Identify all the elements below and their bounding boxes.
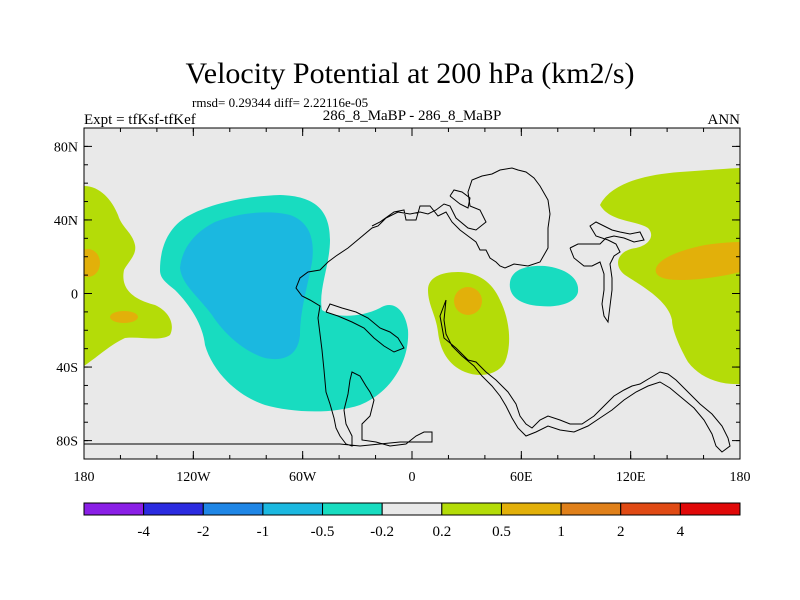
y-tick-label: 80S [56, 435, 78, 450]
colorbar-swatch [679, 502, 741, 516]
colorbar-swatch [560, 502, 622, 516]
x-tick-label: 60E [510, 470, 533, 485]
colorbar-label: -0.2 [370, 524, 394, 540]
stats-label: rmsd= 0.29344 diff= 2.22116e-05 [192, 95, 368, 110]
x-tick-label: 180 [730, 470, 751, 485]
x-axis: 180 120W 60W 0 60E 120E 180 [74, 128, 751, 485]
coast-africa [439, 299, 731, 453]
y-tick-label: 40N [54, 214, 78, 229]
chart-title: Velocity Potential at 200 hPa (km2/s) [185, 57, 634, 90]
contour-pos-dateline-core-b [110, 311, 138, 323]
x-tick-label: 120W [176, 470, 211, 485]
colorbar-swatch [202, 502, 264, 516]
colorbar-label: 2 [617, 524, 625, 540]
colorbar-swatch [262, 502, 324, 516]
x-tick-label: 60W [289, 470, 317, 485]
contour-pos-dateline-core-a [84, 249, 100, 277]
colorbar-label: 0.2 [432, 524, 451, 540]
contour-pos-africa [428, 272, 510, 375]
colorbar-label: -1 [257, 524, 270, 540]
colorbar-label: 4 [677, 524, 685, 540]
coast-greenland [449, 189, 471, 209]
colorbar-swatch [322, 502, 383, 516]
contour-pos-westpac-core [655, 242, 740, 280]
x-tick-label: 180 [74, 470, 95, 485]
contour-neg-core [180, 212, 313, 360]
x-tick-label: 120E [616, 470, 646, 485]
y-tick-label: 40S [56, 361, 78, 376]
colorbar-label: -2 [197, 524, 210, 540]
case-label: 286_8_MaBP - 286_8_MaBP [323, 108, 502, 124]
colorbar-swatch [620, 502, 681, 516]
coast-europe-asia [569, 221, 645, 324]
coast-americas [84, 167, 551, 447]
colorbar-swatch [381, 502, 443, 516]
colorbar-swatch [441, 502, 502, 516]
season-label: ANN [708, 112, 741, 128]
colorbar-swatch [500, 502, 562, 516]
x-tick-label: 0 [409, 470, 416, 485]
colorbar-swatch [83, 502, 145, 516]
colorbar-label: -0.5 [311, 524, 335, 540]
colorbar-label: 1 [557, 524, 565, 540]
coast-south-america [325, 303, 405, 353]
contour-neg-indian [509, 265, 579, 307]
coastlines [84, 167, 731, 453]
y-axis: 80N 40N 0 40S 80S [54, 127, 740, 460]
colorbar-label: 0.5 [492, 524, 511, 540]
colorbar: -4 -2 -1 -0.5 -0.2 0.2 0.5 1 2 4 [83, 502, 741, 540]
experiment-label: Expt = tfKsf-tfKef [84, 112, 196, 128]
contour-pos-africa-core [454, 287, 482, 315]
contour-pos-dateline [84, 186, 172, 366]
y-tick-label: 80N [54, 140, 78, 155]
contour-fills [84, 168, 740, 412]
colorbar-label: -4 [137, 524, 150, 540]
y-tick-label: 0 [71, 288, 78, 303]
colorbar-swatch [143, 502, 204, 516]
